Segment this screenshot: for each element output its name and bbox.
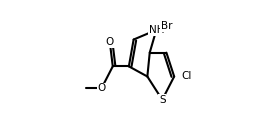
Text: S: S (159, 95, 166, 105)
Text: NH: NH (148, 25, 164, 35)
Text: O: O (106, 37, 114, 47)
Text: O: O (97, 83, 106, 93)
Text: Br: Br (161, 21, 172, 31)
Text: Cl: Cl (182, 71, 192, 81)
